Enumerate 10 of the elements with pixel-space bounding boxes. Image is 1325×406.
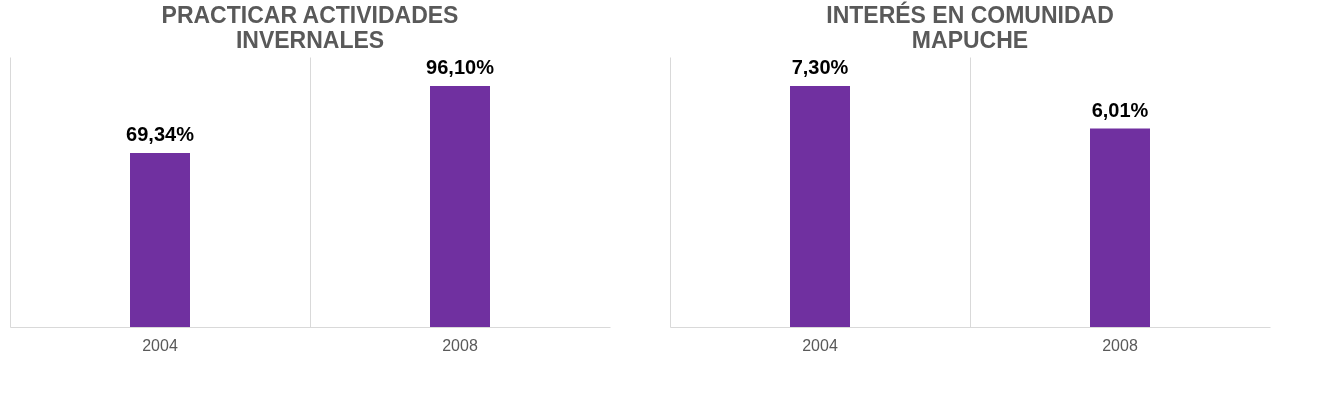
x-tick-label: 2004 — [802, 336, 838, 354]
x-tick-label: 2008 — [1102, 336, 1138, 354]
data-label: 69,34% — [126, 123, 195, 146]
data-label: 96,10% — [426, 55, 495, 78]
data-label: 7,30% — [791, 55, 849, 78]
chart-title: INTERÉS EN COMUNIDAD MAPUCHE — [826, 1, 1114, 53]
chart-title: PRACTICAR ACTIVIDADES INVERNALES — [161, 2, 459, 53]
x-tick-label: 2008 — [442, 336, 478, 354]
x-tick-label: 2004 — [142, 336, 178, 354]
data-label: 6,01% — [1091, 98, 1149, 121]
